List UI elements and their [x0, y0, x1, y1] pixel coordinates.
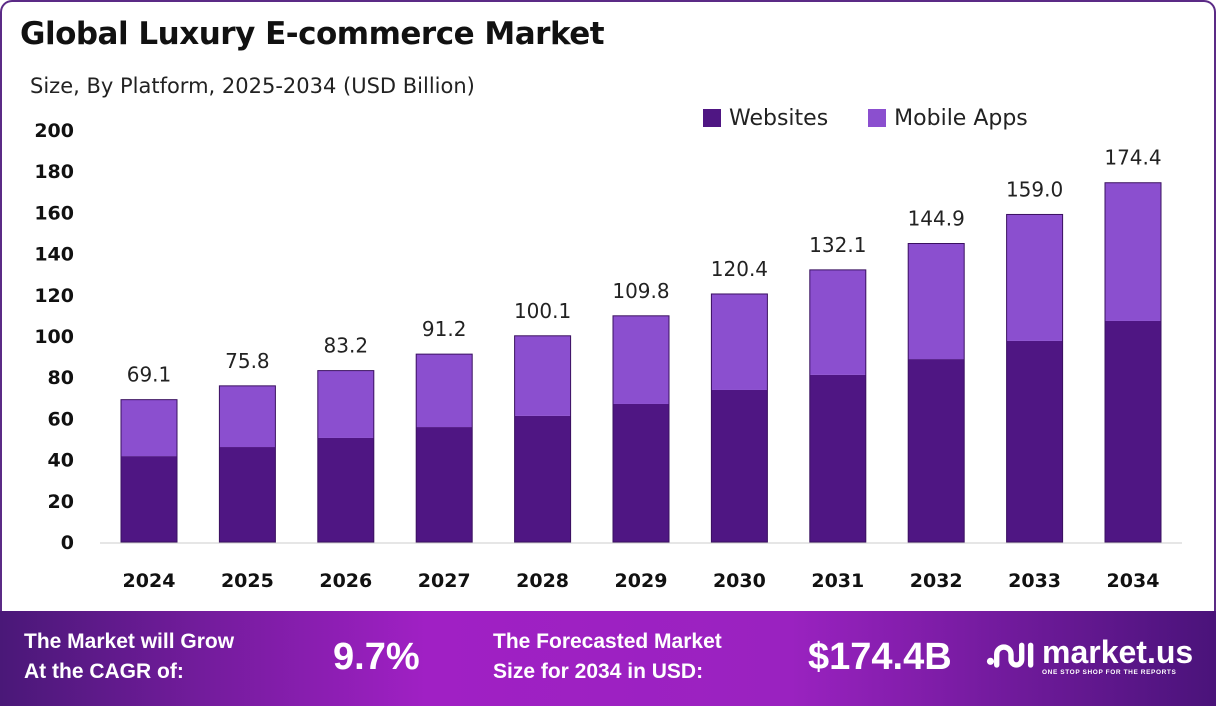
- bar-websites: [1006, 340, 1063, 542]
- bar-websites: [121, 456, 177, 542]
- footer-banner: The Market will Grow At the CAGR of: 9.7%…: [0, 611, 1216, 706]
- brand-tagline: ONE STOP SHOP FOR THE REPORTS: [1042, 669, 1177, 676]
- bar-websites: [416, 427, 473, 542]
- total-label: 120.4: [711, 257, 768, 281]
- y-tick-label: 180: [34, 161, 74, 183]
- bar-websites: [219, 447, 276, 542]
- y-tick-label: 160: [34, 202, 74, 224]
- bar-mobile-apps: [317, 370, 374, 438]
- bar-mobile-apps: [1105, 182, 1161, 321]
- brand-logo: market.us ONE STOP SHOP FOR THE REPORTS: [986, 635, 1193, 676]
- x-tick-label: 2030: [713, 570, 766, 592]
- x-tick-label: 2033: [1008, 570, 1061, 592]
- bar-outline: [809, 269, 867, 543]
- y-tick-label: 40: [48, 450, 74, 472]
- cagr-label-line1: The Market will Grow: [24, 630, 235, 653]
- bar-mobile-apps: [908, 243, 965, 360]
- total-label: 91.2: [422, 317, 467, 341]
- x-tick-label: 2026: [319, 570, 372, 592]
- legend-label: Mobile Apps: [894, 106, 1028, 131]
- bar-outline: [1006, 213, 1064, 543]
- x-tick-label: 2034: [1107, 570, 1160, 592]
- cagr-value: 9.7%: [333, 636, 420, 678]
- total-label: 159.0: [1006, 177, 1063, 201]
- total-label: 83.2: [324, 334, 369, 358]
- bar-websites: [514, 415, 571, 542]
- y-tick-label: 0: [61, 532, 74, 554]
- x-tick-label: 2029: [615, 570, 668, 592]
- total-label: 69.1: [127, 363, 172, 387]
- forecast-label: The Forecasted Market Size for 2034 in US…: [493, 627, 793, 687]
- bar-websites: [613, 403, 669, 542]
- legend-label: Websites: [729, 106, 829, 131]
- bar-mobile-apps: [416, 354, 473, 428]
- bar-mobile-apps: [514, 335, 571, 416]
- bar-websites: [1105, 320, 1161, 542]
- total-label: 174.4: [1104, 146, 1161, 170]
- y-tick-label: 80: [48, 367, 74, 389]
- legend-mobile-apps: Mobile Apps: [868, 106, 1028, 131]
- legend-swatch: [868, 109, 887, 127]
- x-tick-label: 2028: [516, 570, 569, 592]
- total-label: 75.8: [225, 349, 270, 373]
- brand-name: market.us: [1042, 634, 1194, 670]
- y-tick-label: 100: [34, 326, 74, 348]
- forecast-label-line2: Size for 2034 in USD:: [493, 660, 704, 683]
- bar-outline: [1104, 182, 1162, 543]
- chart-title: Global Luxury E-commerce Market: [20, 16, 605, 52]
- y-tick-label: 140: [34, 244, 74, 266]
- legend-swatch: [703, 109, 721, 127]
- chart-plot: 0 20 40 60 80 100 120 140 160 180 200 69.1 2024 75.8 2…: [34, 120, 1182, 592]
- x-tick-label: 2024: [123, 570, 176, 592]
- cagr-label: The Market will Grow At the CAGR of:: [24, 627, 314, 687]
- bar-websites: [317, 437, 374, 542]
- bar-mobile-apps: [809, 269, 866, 375]
- y-tick-label: 200: [34, 120, 74, 142]
- bar-websites: [908, 359, 965, 542]
- market-us-logo-icon: [986, 642, 1034, 668]
- bar-mobile-apps: [711, 293, 768, 390]
- bar-mobile-apps: [121, 399, 177, 457]
- y-tick-label: 20: [48, 491, 74, 513]
- x-tick-label: 2032: [910, 570, 963, 592]
- bar-websites: [809, 374, 866, 542]
- bar-outline: [218, 385, 276, 543]
- total-label: 132.1: [809, 233, 866, 257]
- total-label: 100.1: [514, 299, 571, 323]
- chart-subtitle: Size, By Platform, 2025-2034 (USD Billio…: [30, 74, 475, 98]
- bar-mobile-apps: [219, 385, 276, 448]
- legend-websites: Websites: [703, 106, 828, 131]
- bar-outline: [415, 353, 473, 543]
- bar-outline: [612, 315, 670, 543]
- total-label: 144.9: [908, 207, 965, 231]
- x-tick-label: 2027: [418, 570, 471, 592]
- legend: Websites Mobile Apps: [703, 106, 1028, 131]
- bar-mobile-apps: [613, 315, 669, 404]
- total-label: 109.8: [612, 279, 669, 303]
- bar-outline: [317, 370, 375, 543]
- bar-outline: [710, 293, 768, 543]
- forecast-label-line1: The Forecasted Market: [493, 630, 722, 653]
- bar-outline: [907, 243, 965, 543]
- x-tick-label: 2031: [811, 570, 864, 592]
- y-tick-label: 120: [34, 285, 74, 307]
- bar-outline: [514, 335, 572, 543]
- bar-outline: [120, 399, 178, 543]
- cagr-label-line2: At the CAGR of:: [24, 660, 184, 683]
- y-tick-label: 60: [48, 408, 74, 430]
- chart-frame: [0, 0, 1216, 612]
- x-tick-label: 2025: [221, 570, 274, 592]
- bar-websites: [711, 389, 768, 542]
- forecast-value: $174.4B: [808, 636, 952, 678]
- bar-mobile-apps: [1006, 214, 1063, 341]
